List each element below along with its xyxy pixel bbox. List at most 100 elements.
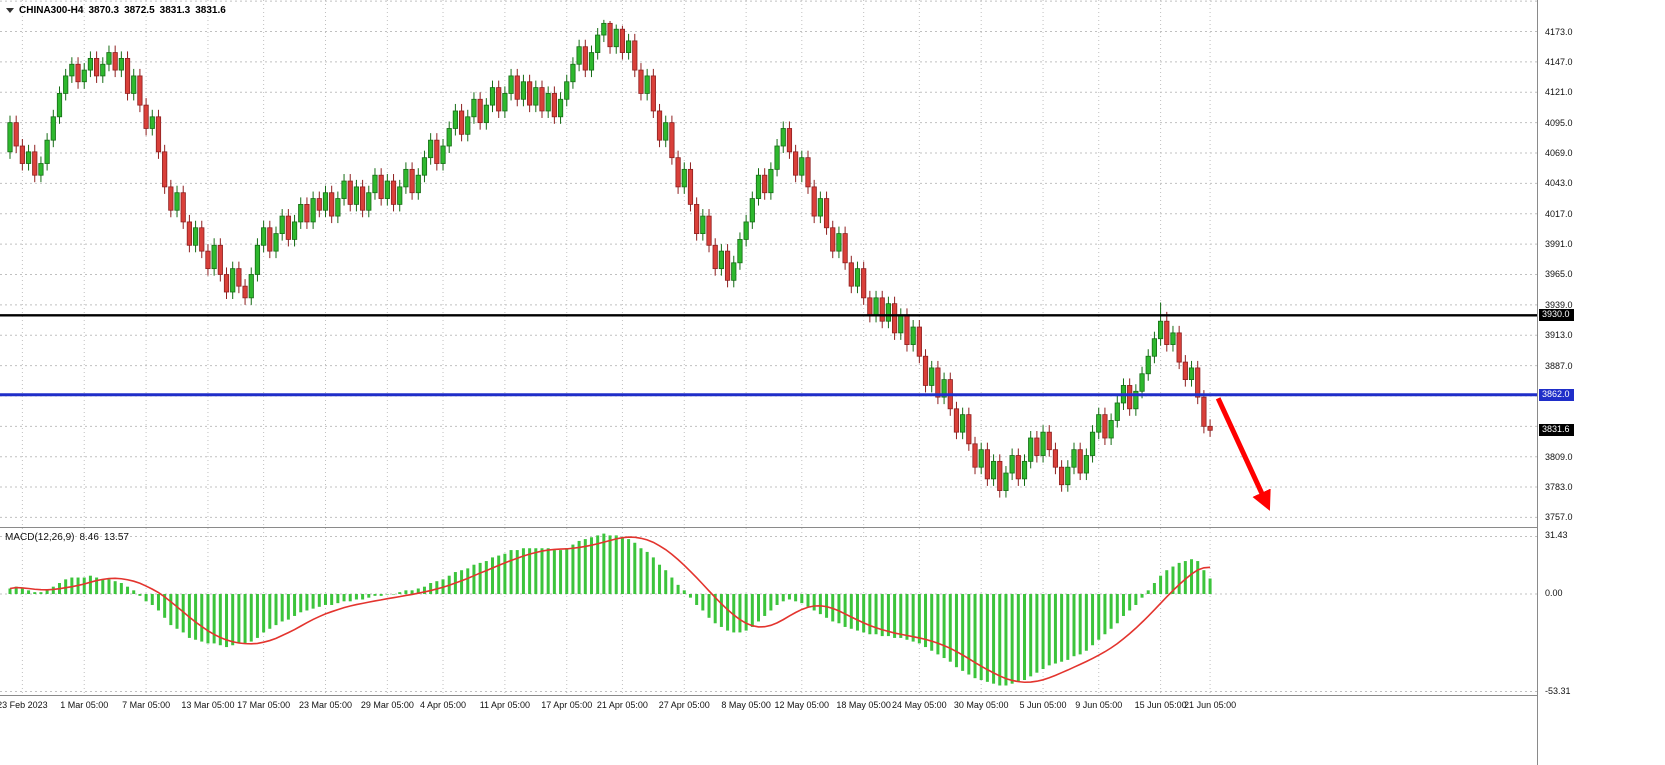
price-pane[interactable]: CHINA300-H4 3870.3 3872.5 3831.3 3831.6: [0, 0, 1537, 527]
candle-down: [112, 52, 118, 71]
macd-histogram-bar: [416, 588, 420, 594]
time-label: 1 Mar 05:00: [60, 700, 109, 710]
candle-up: [626, 40, 632, 53]
macd-histogram-bar: [540, 548, 544, 594]
price-pane-canvas[interactable]: [0, 0, 1537, 527]
candle-down: [879, 297, 885, 322]
candle-down: [1077, 449, 1083, 474]
macd-pane[interactable]: MACD(12,26,9) 8.46 13.57: [0, 527, 1537, 695]
candle-down: [607, 22, 613, 48]
candle-up: [570, 63, 576, 83]
macd-histogram-bar: [670, 577, 674, 594]
candle-down: [1164, 320, 1170, 345]
candle-down: [162, 151, 168, 188]
macd-histogram-bar: [231, 594, 235, 646]
macd-histogram-bar: [88, 575, 92, 594]
macd-histogram-bar: [954, 594, 958, 668]
macd-histogram-bar: [744, 594, 748, 631]
macd-histogram-bar: [676, 584, 680, 594]
candle-up: [960, 414, 966, 433]
candle-down: [694, 203, 700, 234]
macd-histogram-bar: [862, 594, 866, 633]
macd-histogram-bar: [126, 586, 130, 594]
candle-up: [452, 110, 458, 129]
candle-up: [1009, 455, 1015, 474]
symbol-info: CHINA300-H4 3870.3 3872.5 3831.3 3831.6: [6, 5, 231, 16]
candle-up: [397, 186, 403, 205]
macd-histogram-bar: [107, 579, 111, 594]
candle-up: [885, 303, 892, 322]
candle-up: [1065, 466, 1071, 486]
candle-up: [1021, 460, 1028, 480]
macd-histogram-bar: [262, 594, 266, 633]
symbol-dropdown-icon[interactable]: [6, 7, 14, 13]
candle-up: [421, 157, 428, 176]
candle-down: [1015, 455, 1021, 480]
macd-histogram-bar: [1121, 594, 1125, 616]
candle-up: [700, 215, 706, 235]
macd-histogram-bar: [305, 594, 309, 611]
time-label: 8 May 05:00: [721, 700, 771, 710]
candle-down: [984, 449, 990, 480]
candle-up: [372, 174, 378, 194]
macd-histogram-bar: [1072, 594, 1076, 657]
macd-histogram-bar: [726, 594, 730, 631]
time-axis[interactable]: 23 Feb 2023 1 Mar 05:00 7 Mar 05:00 13 Mar …: [0, 695, 1537, 765]
macd-histogram-bar: [930, 594, 934, 651]
price-axis[interactable]: 4173.0 4147.0 4121.0 4095.0 4069.0 4043.0 4017…: [1537, 0, 1665, 765]
time-label: 23 Feb 2023: [0, 700, 48, 710]
candle-up: [149, 116, 155, 129]
candle-up: [1089, 431, 1096, 456]
time-label: 11 Apr 05:00: [479, 700, 531, 710]
trend-arrow-annotation[interactable]: [1215, 397, 1271, 511]
candle-up: [1133, 390, 1139, 410]
macd-histogram-bar: [589, 537, 593, 594]
candle-up: [106, 52, 112, 65]
macd-histogram-bar: [948, 594, 952, 662]
macd-pane-canvas[interactable]: [0, 528, 1537, 695]
candle-up: [471, 98, 477, 118]
candle-up: [1108, 420, 1114, 439]
candle-up: [898, 314, 904, 334]
macd-histogram-bar: [175, 594, 179, 629]
candle-up: [87, 58, 94, 71]
candle-down: [285, 215, 291, 240]
candle-up: [1096, 414, 1102, 433]
macd-histogram-bar: [249, 594, 253, 642]
candle-up: [564, 81, 570, 100]
candle-down: [848, 262, 854, 287]
candle-up: [428, 139, 434, 159]
macd-histogram-bar: [1115, 594, 1119, 624]
candle-up: [780, 128, 786, 147]
macd-histogram-bar: [763, 594, 767, 616]
macd-histogram-bar: [317, 594, 321, 607]
macd-tick: -53.31: [1545, 685, 1571, 696]
macd-histogram-bar: [552, 550, 556, 594]
candle-down: [199, 227, 205, 252]
price-tick: 4095.0: [1545, 117, 1573, 128]
candle-up: [384, 180, 390, 199]
macd-histogram-bar: [620, 537, 624, 594]
candle-up: [1188, 367, 1195, 381]
macd-histogram-bar: [1091, 594, 1095, 646]
candle-down: [811, 186, 817, 217]
macd-histogram-bar: [101, 579, 105, 594]
candle-down: [527, 81, 533, 106]
macd-histogram-bar: [1109, 594, 1113, 629]
candle-up: [211, 244, 217, 270]
macd-histogram-bar: [478, 562, 482, 594]
candle-up: [576, 46, 582, 65]
macd-histogram-bar: [45, 590, 49, 594]
macd-tick: 0.00: [1545, 588, 1563, 598]
candle-up: [273, 233, 279, 252]
price-tick: 3991.0: [1545, 239, 1573, 250]
macd-histogram-bar: [651, 557, 655, 594]
macd-histogram-bar: [967, 594, 971, 675]
macd-histogram-bar: [992, 594, 996, 684]
candle-down: [823, 198, 830, 229]
candle-down: [143, 104, 149, 129]
price-tick: 4069.0: [1545, 148, 1573, 158]
macd-histogram-bar: [794, 594, 798, 602]
macd-histogram-bar: [750, 594, 754, 627]
